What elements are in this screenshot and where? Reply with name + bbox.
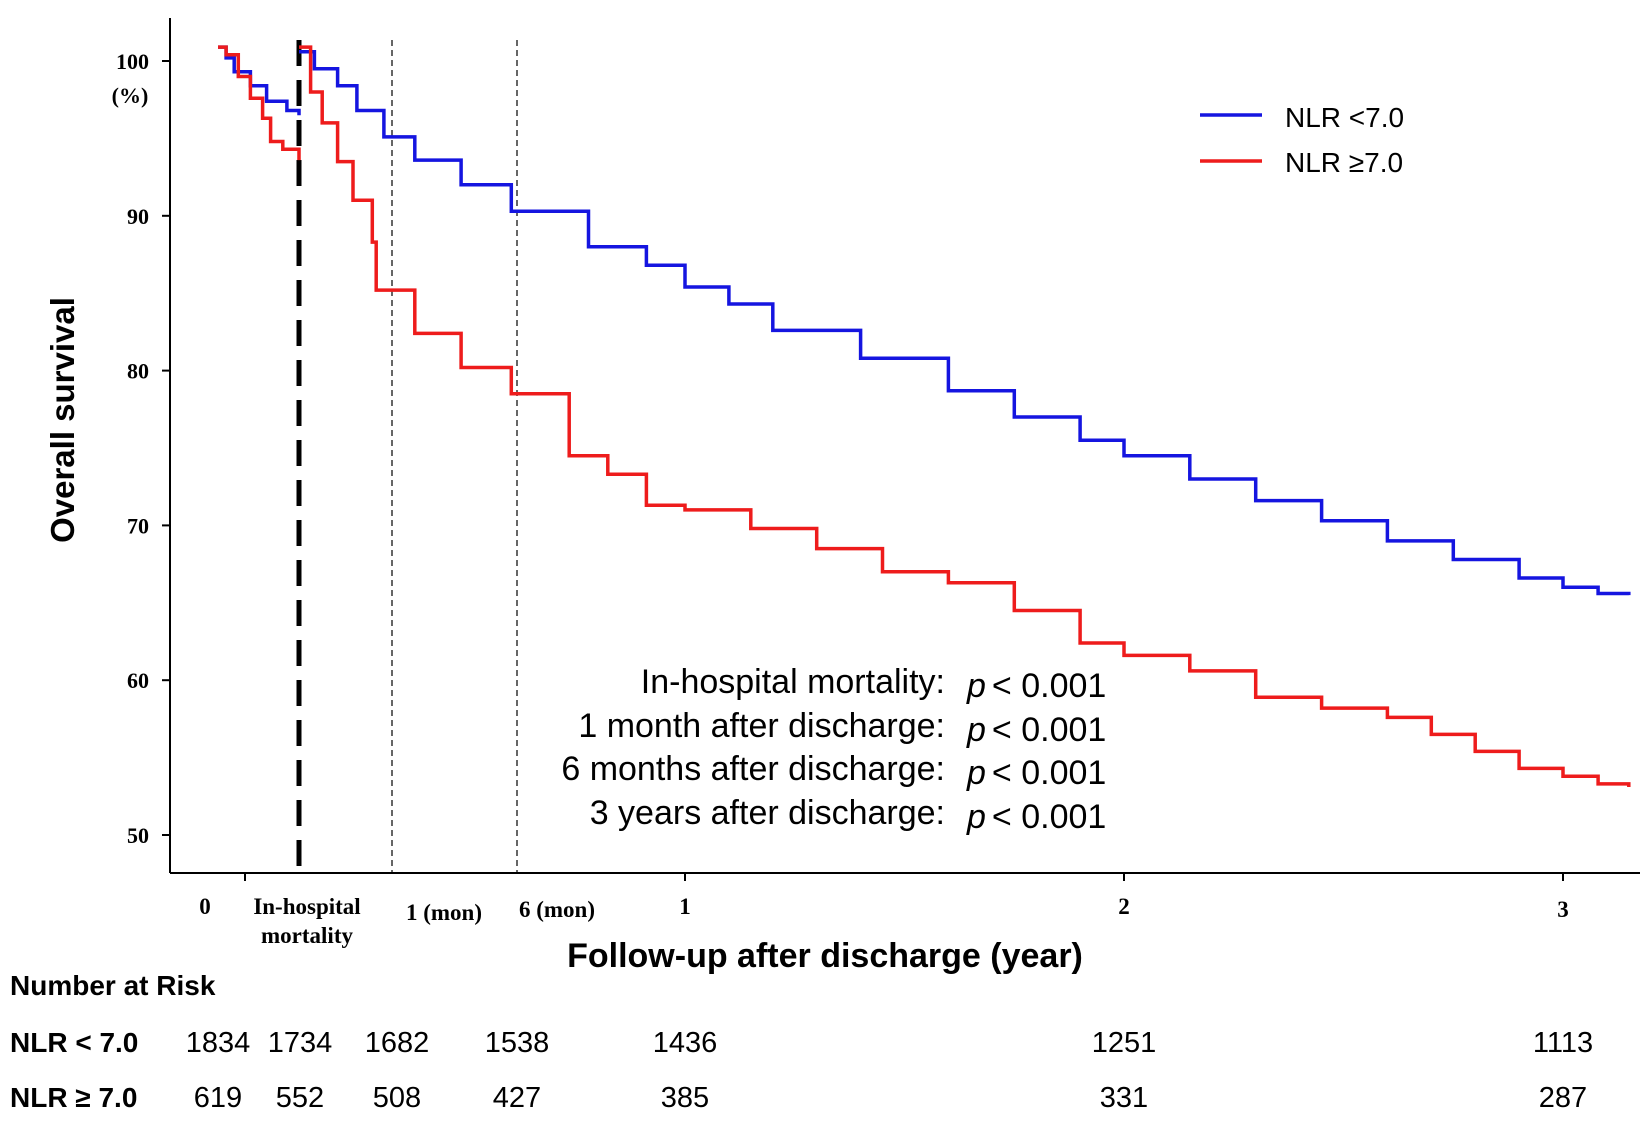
risk-cell-r0-c3: 1538 xyxy=(485,1027,550,1059)
risk-cell-r1-c1: 552 xyxy=(276,1082,324,1114)
x-tick-label-year1: 1 xyxy=(679,894,691,919)
y-tick-label-60: 60 xyxy=(127,668,149,693)
x-axis-title: Follow-up after discharge (year) xyxy=(567,937,1083,975)
pvalue-value-6-months: p < 0.001 xyxy=(966,754,1106,792)
pvalue-value-1-month: p < 0.001 xyxy=(966,711,1106,749)
series-nlr-low-post-discharge-curve xyxy=(299,49,1631,596)
legend-label-nlr-low: NLR <7.0 xyxy=(1285,102,1404,133)
x-tick-label-inhospital-1: In-hospital xyxy=(253,894,360,919)
pvalue-value-in-hospital: p < 0.001 xyxy=(966,667,1106,705)
x-tick-label-inhospital-2: mortality xyxy=(261,923,353,948)
risk-cell-r0-c4: 1436 xyxy=(653,1027,718,1059)
risk-row-label-nlr-high: NLR ≥ 7.0 xyxy=(10,1082,137,1113)
x-tick-label-1mon: 1 (mon) xyxy=(406,900,482,925)
risk-table: Number at Risk NLR < 7.0 NLR ≥ 7.0 1834 1… xyxy=(10,970,1593,1114)
pvalue-annotations: In-hospital mortality: p < 0.001 1 month … xyxy=(561,663,1106,836)
legend-label-nlr-high: NLR ≥7.0 xyxy=(1285,147,1403,178)
pvalue-label-6-months: 6 months after discharge: xyxy=(561,750,945,788)
pvalue-label-in-hospital: In-hospital mortality: xyxy=(641,663,945,701)
y-unit-label: (%) xyxy=(112,83,149,108)
series-nlr-high-post-discharge-curve xyxy=(299,45,1631,787)
y-tick-label-80: 80 xyxy=(127,359,149,384)
risk-table-title: Number at Risk xyxy=(10,970,216,1001)
risk-cell-r0-c0: 1834 xyxy=(186,1027,251,1059)
x-tick-label-0: 0 xyxy=(199,894,211,919)
risk-cell-r1-c6: 287 xyxy=(1539,1082,1587,1114)
y-tick-label-100: 100 xyxy=(116,49,149,74)
y-ticks: 50 60 70 80 90 100 xyxy=(116,49,170,848)
legend: NLR <7.0 NLR ≥7.0 xyxy=(1200,102,1404,178)
pvalue-label-3-years: 3 years after discharge: xyxy=(590,794,945,832)
risk-row-label-nlr-low: NLR < 7.0 xyxy=(10,1027,138,1058)
risk-cell-r1-c4: 385 xyxy=(661,1082,709,1114)
risk-cell-r1-c2: 508 xyxy=(373,1082,421,1114)
series-nlr-high-in-hospital-curve xyxy=(218,45,301,161)
risk-cell-r0-c6: 1113 xyxy=(1533,1027,1593,1059)
x-tick-label-year3: 3 xyxy=(1557,897,1569,922)
risk-cell-r0-c5: 1251 xyxy=(1092,1027,1157,1059)
pvalue-value-3-years: p < 0.001 xyxy=(966,798,1106,836)
risk-cell-r0-c2: 1682 xyxy=(365,1027,430,1059)
series-nlr-low-in-hospital-curve xyxy=(218,45,301,116)
x-tick-label-6mon: 6 (mon) xyxy=(519,897,595,922)
risk-cell-r1-c0: 619 xyxy=(194,1082,242,1114)
y-tick-label-90: 90 xyxy=(127,204,149,229)
x-tick-label-year2: 2 xyxy=(1118,894,1130,919)
y-tick-label-70: 70 xyxy=(127,513,149,538)
risk-cell-r1-c5: 331 xyxy=(1100,1082,1148,1114)
pvalue-label-1-month: 1 month after discharge: xyxy=(578,707,945,745)
y-axis-title: Overall survival xyxy=(44,297,81,543)
risk-cell-r0-c1: 1734 xyxy=(268,1027,333,1059)
y-tick-label-50: 50 xyxy=(127,823,149,848)
risk-cell-r1-c3: 427 xyxy=(493,1082,541,1114)
